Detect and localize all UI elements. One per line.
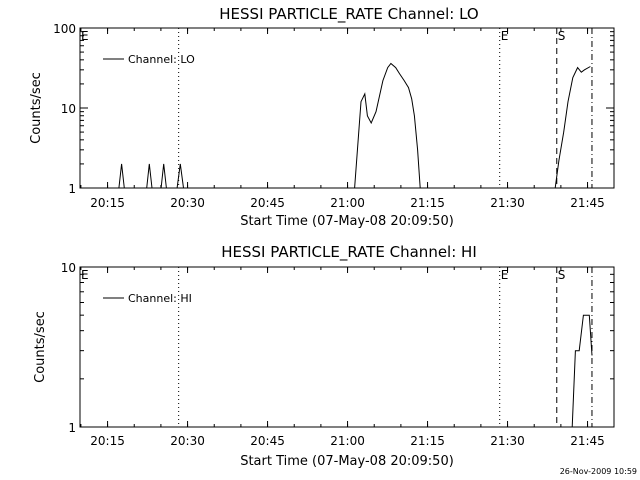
chart-lo-ylabel: Counts/sec <box>29 72 44 144</box>
chart-hi: HESSI PARTICLE_RATE Channel: HI Counts/s… <box>33 243 615 469</box>
series-line <box>571 314 593 428</box>
chart-lo-title: HESSI PARTICLE_RATE Channel: LO <box>219 5 478 24</box>
chart-hi-legend-label: Channel: HI <box>128 292 192 305</box>
footer-timestamp: 26-Nov-2009 10:59 <box>560 467 637 476</box>
y-tick-label: 1 <box>68 182 76 196</box>
chart-lo: HESSI PARTICLE_RATE Channel: LO Counts/s… <box>29 5 615 229</box>
chart-lo-legend: Channel: LO <box>103 53 195 66</box>
x-tick-label: 20:45 <box>250 434 285 448</box>
chart-hi-ylabel: Counts/sec <box>33 311 48 383</box>
series-line <box>80 62 591 189</box>
flag-label: S <box>558 29 566 43</box>
y-tick-label: 100 <box>53 22 76 36</box>
x-tick-label: 20:15 <box>90 434 125 448</box>
chart-hi-xlabel: Start Time (07-May-08 20:09:50) <box>240 454 454 469</box>
chart-hi-frame <box>79 266 615 428</box>
flag-label: E <box>501 29 509 43</box>
y-tick-label: 10 <box>61 261 76 275</box>
x-tick-label: 21:45 <box>570 196 605 210</box>
x-tick-label: 20:30 <box>170 196 205 210</box>
x-tick-label: 20:30 <box>170 434 205 448</box>
x-tick-label: 21:15 <box>410 196 445 210</box>
x-tick-label: 21:00 <box>330 434 365 448</box>
chart-lo-legend-label: Channel: LO <box>128 53 195 66</box>
chart-lo-frame <box>79 27 615 189</box>
x-tick-label: 21:15 <box>410 434 445 448</box>
y-tick-label: 1 <box>68 421 76 435</box>
x-tick-label: 21:45 <box>570 434 605 448</box>
x-tick-label: 20:15 <box>90 196 125 210</box>
x-tick-label: 21:30 <box>490 434 525 448</box>
chart-lo-xlabel: Start Time (07-May-08 20:09:50) <box>240 214 454 229</box>
flag-label: E <box>81 29 89 43</box>
x-tick-label: 21:00 <box>330 196 365 210</box>
chart-hi-title: HESSI PARTICLE_RATE Channel: HI <box>221 243 477 262</box>
chart-hi-legend: Channel: HI <box>103 292 192 305</box>
flag-label: E <box>501 268 509 282</box>
x-tick-label: 20:45 <box>250 196 285 210</box>
flag-label: S <box>558 268 566 282</box>
flag-label: E <box>81 268 89 282</box>
x-tick-label: 21:30 <box>490 196 525 210</box>
y-tick-label: 10 <box>61 102 76 116</box>
